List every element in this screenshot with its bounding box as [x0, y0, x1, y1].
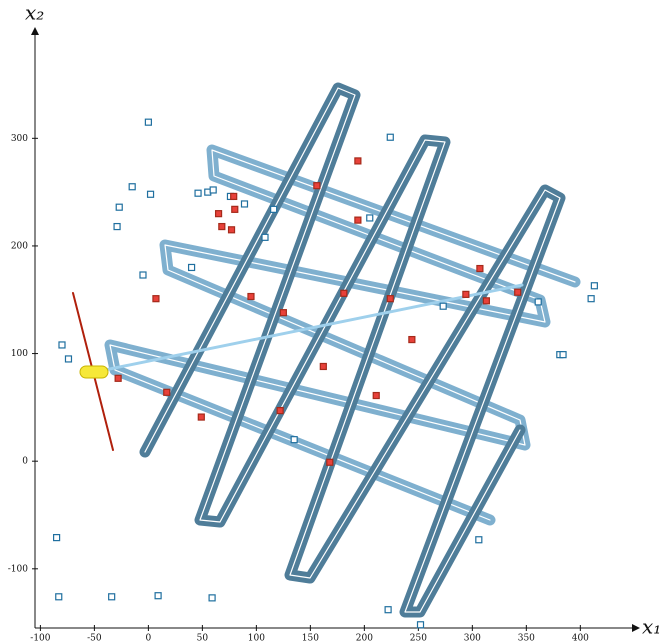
point [128, 183, 136, 191]
point [482, 297, 490, 305]
point [197, 413, 205, 421]
x-tick-label: 150 [302, 634, 319, 641]
point [227, 226, 236, 234]
point [218, 222, 226, 231]
point [439, 302, 447, 310]
point [276, 407, 284, 415]
x-tick-label: 200 [356, 634, 373, 641]
point [209, 186, 217, 194]
point [270, 205, 278, 213]
point [144, 118, 152, 126]
point [340, 289, 348, 297]
x-arrow [632, 624, 640, 632]
point [313, 182, 321, 190]
point [146, 190, 155, 198]
point [58, 341, 66, 349]
point [208, 594, 216, 602]
point [231, 205, 239, 213]
y-tick-label: 0 [22, 457, 28, 467]
point [113, 222, 121, 231]
point [514, 288, 522, 296]
point [366, 214, 374, 222]
x-tick-label: 350 [518, 634, 535, 641]
point [115, 203, 123, 211]
x-tick-label: 300 [464, 634, 481, 641]
point [290, 436, 298, 444]
point [55, 593, 63, 601]
dark-ribbon-edge [144, 87, 561, 613]
point [139, 271, 147, 279]
cursor [79, 365, 109, 379]
point [534, 298, 542, 306]
point [326, 458, 334, 466]
point [590, 282, 598, 290]
point [187, 263, 196, 272]
point [152, 295, 160, 303]
y-tick-label: 100 [11, 349, 28, 359]
point [416, 621, 425, 629]
point [279, 309, 287, 317]
point [386, 295, 394, 303]
point [52, 533, 61, 542]
point [386, 133, 394, 141]
point [559, 351, 567, 359]
point [261, 233, 269, 241]
y-tick-label: 300 [11, 134, 28, 144]
axes: x₁ x₂ [25, 1, 661, 639]
point [372, 391, 380, 400]
x-tick-label: 50 [197, 634, 209, 641]
x-tick-label: 0 [146, 634, 152, 641]
point [240, 200, 249, 208]
x-axis-label: x₁ [642, 615, 661, 639]
x-tick-label: 250 [410, 634, 427, 641]
y-tick-label: -100 [8, 564, 28, 574]
x-tick-label: -100 [30, 634, 50, 641]
point [462, 290, 470, 298]
ribbons [72, 82, 581, 618]
cursor-line [93, 283, 524, 374]
y-arrow [31, 27, 39, 35]
point [408, 335, 416, 344]
point [319, 362, 327, 371]
point [114, 374, 122, 382]
x-tick-label: 400 [572, 634, 589, 641]
x-tick-label: -50 [87, 634, 102, 641]
light-ribbon-edge [109, 149, 576, 521]
point [247, 292, 255, 301]
point [194, 189, 202, 197]
point [108, 593, 116, 601]
point [64, 355, 73, 363]
point [214, 210, 223, 218]
y-tick-label: 200 [11, 241, 28, 251]
point [384, 606, 392, 614]
x-tick-label: 100 [248, 634, 265, 641]
y-axis-label: x₂ [25, 1, 44, 25]
point [475, 536, 483, 544]
point [354, 157, 362, 165]
point [587, 295, 595, 303]
point [354, 216, 362, 224]
point [230, 192, 238, 201]
point [476, 264, 484, 273]
point [163, 388, 171, 396]
point [154, 592, 162, 600]
